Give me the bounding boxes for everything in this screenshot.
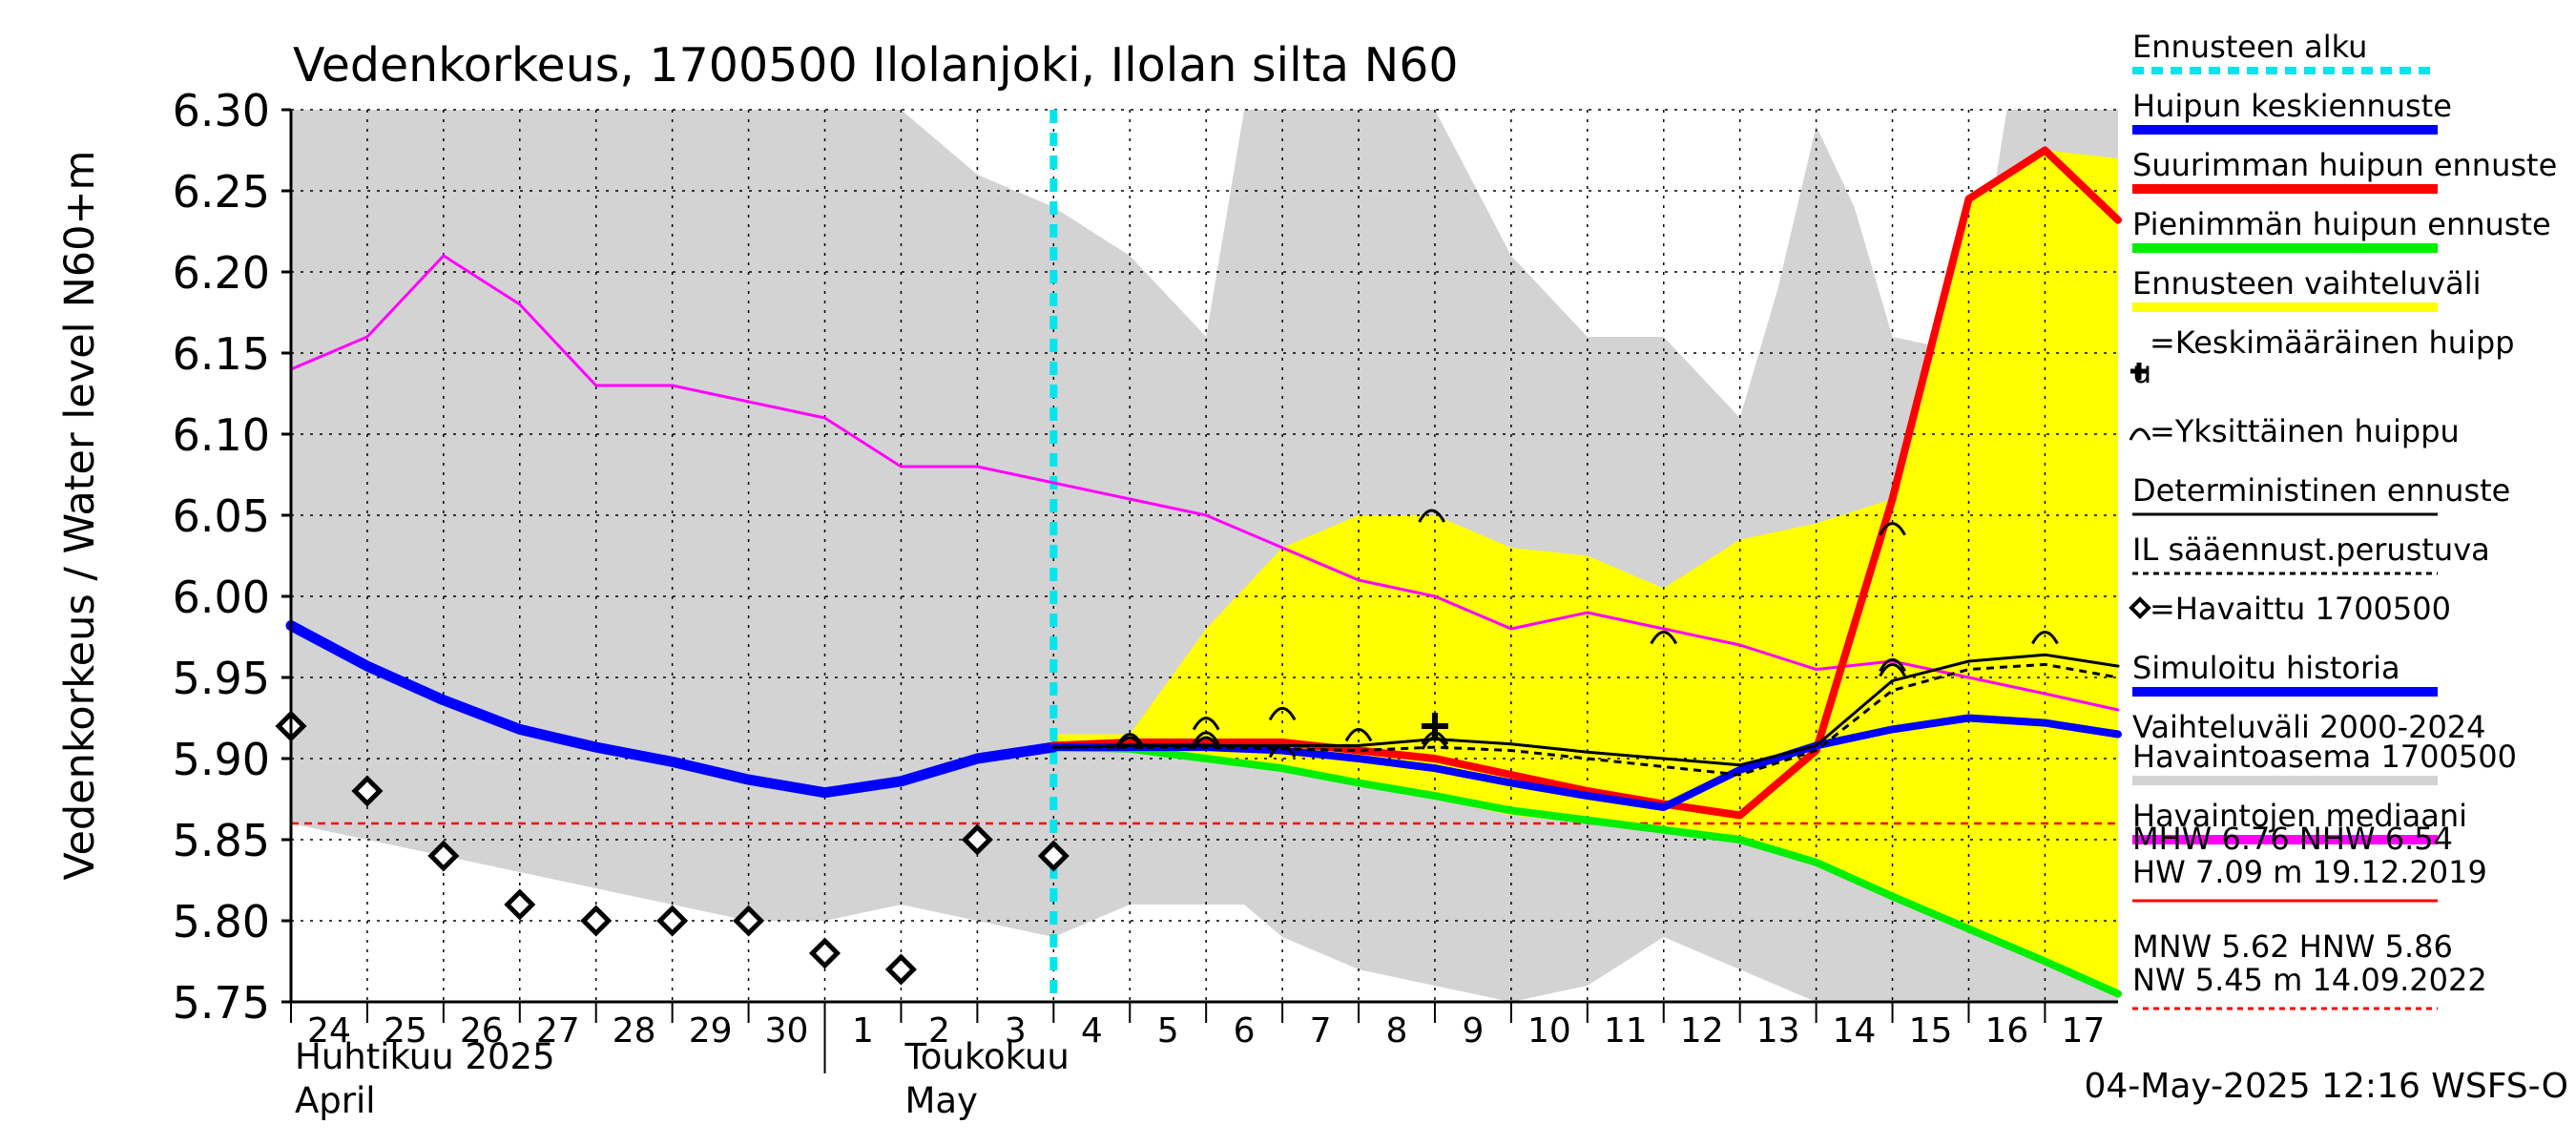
series-suurimman-huipun-ennuste xyxy=(1049,146,2122,820)
observed-point xyxy=(808,937,841,969)
x-tick-label: 3 xyxy=(1005,1011,1027,1051)
y-tick-label: 5.95 xyxy=(173,653,270,704)
x-tick-label: 11 xyxy=(1604,1011,1648,1051)
observed-point xyxy=(351,775,384,807)
series-havaintojen-mediaani xyxy=(289,254,2120,712)
y-tick-label: 6.10 xyxy=(173,409,270,461)
individual-peak-marker xyxy=(1418,509,1445,523)
month-label: Toukokuu xyxy=(904,1036,1069,1077)
legend-label: Pienimmän huipun ennuste xyxy=(2132,206,2551,242)
legend-plus-icon xyxy=(2130,363,2148,380)
x-tick-label: 4 xyxy=(1081,1011,1103,1051)
individual-peak-marker xyxy=(1879,522,1906,536)
x-tick-label: 2 xyxy=(928,1011,950,1051)
individual-peak-marker xyxy=(1879,657,1906,673)
observed-point xyxy=(961,823,993,856)
series-simuloitu-historia xyxy=(285,620,1059,799)
individual-peak-marker xyxy=(1268,706,1297,721)
y-tick-label: 5.80 xyxy=(173,896,270,947)
observed-point xyxy=(733,905,765,937)
series-il-s-ennust-perustuva xyxy=(1053,662,2119,777)
x-tick-label: 1 xyxy=(852,1011,874,1051)
legend-label: Havaintoasema 1700500 xyxy=(2132,739,2517,775)
individual-peak-marker xyxy=(1192,736,1220,750)
x-tick-label: 13 xyxy=(1756,1011,1800,1051)
legend-label: Suurimman huipun ennuste xyxy=(2132,147,2557,183)
y-tick-label: 5.75 xyxy=(173,977,270,1029)
individual-peak-marker xyxy=(1268,744,1297,759)
legend-diamond-icon xyxy=(2129,596,2151,619)
x-tick-label: 30 xyxy=(765,1011,809,1051)
timestamp-footer: 04-May-2025 12:16 WSFS-O xyxy=(2084,1067,2568,1106)
mean-peak-marker xyxy=(1421,713,1448,739)
month-label-en: May xyxy=(904,1080,978,1121)
x-tick-label: 7 xyxy=(1310,1011,1332,1051)
y-tick-label: 6.00 xyxy=(173,572,270,623)
legend-label: =Havaittu 1700500 xyxy=(2150,591,2451,627)
legend-label: Vaihteluväli 2000-2024 xyxy=(2132,709,2486,745)
x-tick-label: 15 xyxy=(1909,1011,1953,1051)
legend-label: IL sääennust.perustuva xyxy=(2132,531,2490,568)
y-axis-unit: N60+m xyxy=(56,151,104,308)
individual-peak-marker xyxy=(1115,736,1144,750)
x-tick-label: 25 xyxy=(384,1011,427,1051)
y-tick-label: 6.30 xyxy=(173,85,270,136)
stat-line: MNW 5.62 HNW 5.86 xyxy=(2132,928,2453,965)
y-tick-label: 6.20 xyxy=(173,247,270,299)
y-tick-label: 6.25 xyxy=(173,166,270,218)
observed-point xyxy=(580,905,613,937)
x-tick-label: 24 xyxy=(307,1011,351,1051)
individual-peak-marker xyxy=(1650,631,1678,645)
observed-point xyxy=(427,840,460,872)
stat-line: HW 7.09 m 19.12.2019 xyxy=(2132,854,2487,890)
legend-label: Ennusteen vaihteluväli xyxy=(2132,265,2482,302)
legend-arc-icon xyxy=(2129,427,2151,441)
x-tick-label: 17 xyxy=(2061,1011,2105,1051)
y-tick-label: 5.90 xyxy=(173,734,270,785)
individual-peak-marker xyxy=(1192,717,1220,731)
legend-label: Simuloitu historia xyxy=(2132,650,2400,686)
x-tick-label: 14 xyxy=(1833,1011,1877,1051)
y-tick-label: 6.15 xyxy=(173,328,270,380)
legend-label: =Keskimääräinen huipp xyxy=(2150,324,2515,361)
x-tick-label: 27 xyxy=(536,1011,580,1051)
x-tick-label: 8 xyxy=(1386,1011,1408,1051)
x-tick-label: 29 xyxy=(689,1011,733,1051)
individual-peak-marker xyxy=(1192,731,1220,745)
observed-point xyxy=(656,905,689,937)
y-tick-label: 5.85 xyxy=(173,815,270,866)
chart-title: Vedenkorkeus, 1700500 Ilolanjoki, Ilolan… xyxy=(293,38,1459,93)
individual-peak-marker xyxy=(1344,728,1373,742)
x-tick-label: 10 xyxy=(1527,1011,1571,1051)
x-tick-label: 28 xyxy=(613,1011,656,1051)
x-tick-label: 9 xyxy=(1462,1011,1484,1051)
legend-label: Ennusteen alku xyxy=(2132,29,2367,65)
x-tick-label: 12 xyxy=(1680,1011,1724,1051)
individual-peak-marker xyxy=(2031,631,2059,645)
legend-label: Deterministinen ennuste xyxy=(2132,472,2510,509)
y-axis-title: Vedenkorkeus / Water level N60+m xyxy=(56,151,104,881)
observed-point xyxy=(504,888,536,921)
series-pienimm-n-huipun-ennuste xyxy=(1049,743,2122,998)
legend-label: Havaintojen mediaani xyxy=(2132,798,2467,834)
series-deterministinen-ennuste xyxy=(1051,653,2120,767)
observed-point xyxy=(884,953,917,986)
observed-point xyxy=(1037,840,1070,872)
individual-peak-marker xyxy=(1115,733,1144,747)
x-tick-label: 16 xyxy=(1985,1011,2029,1051)
legend-label: Huipun keskiennuste xyxy=(2132,88,2452,124)
month-label-en: April xyxy=(295,1080,376,1121)
x-tick-label: 26 xyxy=(460,1011,504,1051)
y-axis-label: Vedenkorkeus / Water level xyxy=(56,322,104,880)
x-tick-label: 6 xyxy=(1234,1011,1256,1051)
legend-label: =Yksittäinen huippu xyxy=(2150,413,2460,449)
month-label: Huhtikuu 2025 xyxy=(295,1036,555,1077)
x-tick-label: 5 xyxy=(1157,1011,1179,1051)
individual-peak-marker xyxy=(1879,663,1906,677)
band-ennusteen-vaihteluv-li xyxy=(1053,150,2118,994)
y-tick-label: 6.05 xyxy=(173,490,270,542)
stat-line: MHW 6.76 NHW 6.54 xyxy=(2132,821,2453,857)
stat-line: NW 5.45 m 14.09.2022 xyxy=(2132,962,2487,998)
